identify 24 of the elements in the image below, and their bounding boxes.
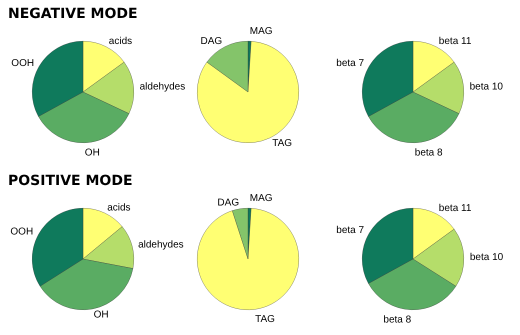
chart-title: NEGATIVE MODE [8, 6, 138, 22]
slice-label: DAG [200, 36, 222, 48]
slice-label: OOH [11, 58, 34, 69]
slice-label: beta 7 [336, 224, 364, 236]
slice-label: beta 11 [438, 36, 472, 48]
slice-label: acids [108, 36, 132, 48]
slice-label: MAG [250, 26, 273, 37]
slice-label: TAG [255, 314, 276, 326]
slice-label: beta 8 [383, 314, 412, 326]
slice-label: aldehydes [138, 240, 184, 251]
slice-label: beta 8 [414, 148, 444, 159]
slice-label: DAG [217, 198, 240, 209]
slice-label: beta 10 [470, 81, 504, 92]
slice-label: OH [94, 310, 109, 321]
slice-label: beta 11 [438, 203, 472, 214]
slice-label: MAG [250, 192, 273, 204]
slice-label: aldehydes [140, 81, 186, 92]
slice-label: beta 7 [336, 58, 364, 69]
slice-label: TAG [272, 138, 292, 150]
slice-label: OOH [10, 226, 34, 238]
slice-label: beta 10 [470, 252, 504, 263]
chart-title: POSITIVE MODE [8, 173, 133, 189]
slice-label: acids [107, 202, 131, 214]
slice-label: OH [84, 148, 100, 159]
